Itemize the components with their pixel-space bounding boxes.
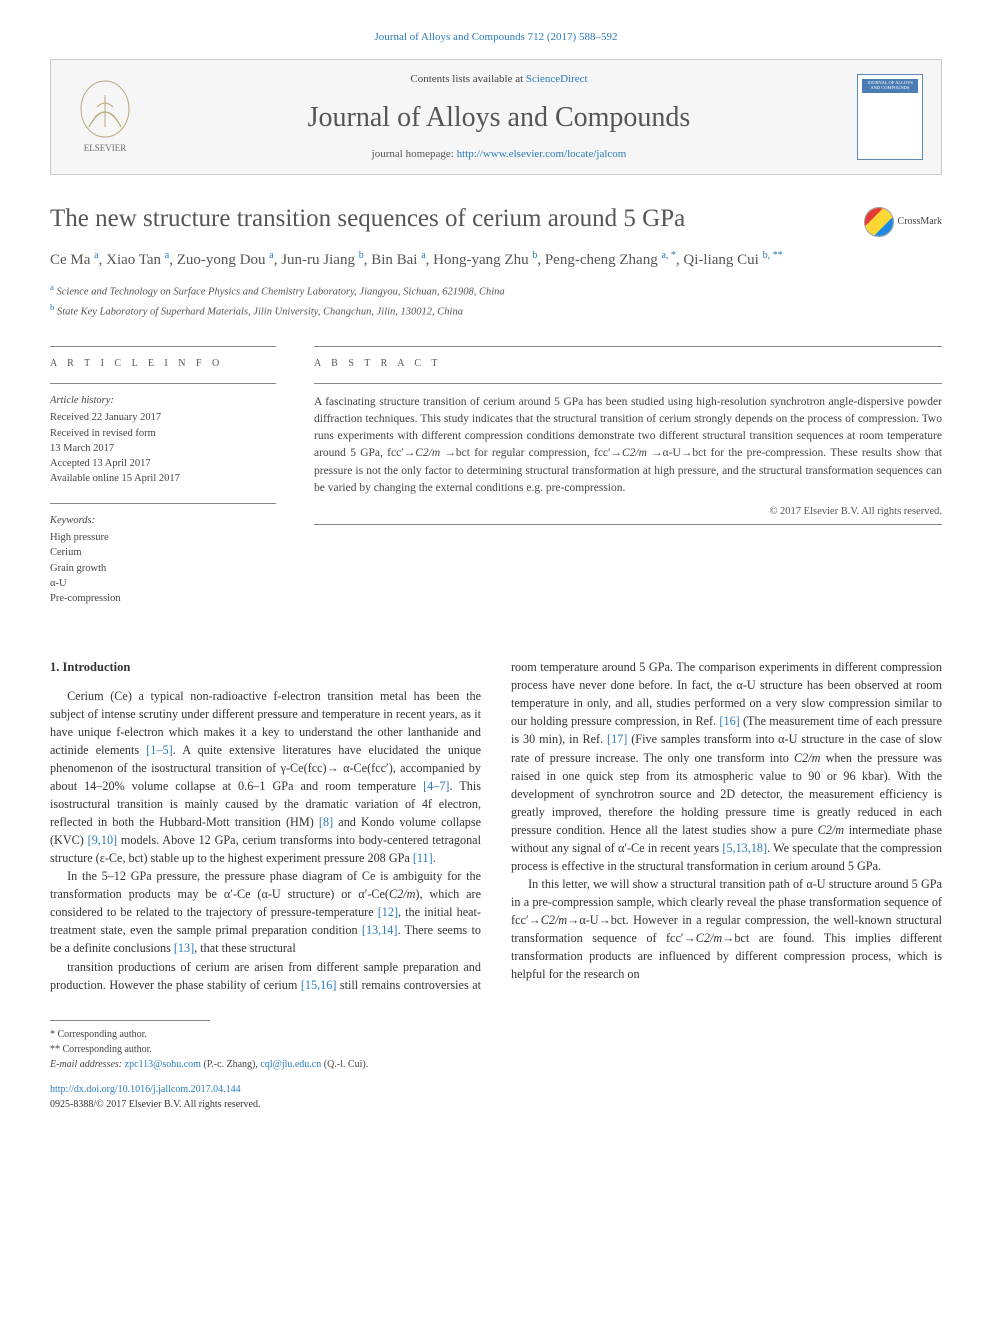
- rule: [314, 383, 942, 384]
- journal-name: Journal of Alloys and Compounds: [159, 98, 839, 137]
- svg-text:ELSEVIER: ELSEVIER: [84, 143, 127, 153]
- abstract-column: A B S T R A C T A fascinating structure …: [314, 342, 942, 623]
- intro-para-1: Cerium (Ce) a typical non-radioactive f-…: [50, 687, 481, 867]
- cover-label: JOURNAL OF ALLOYS AND COMPOUNDS: [864, 81, 916, 91]
- abstract-copyright: © 2017 Elsevier B.V. All rights reserved…: [314, 505, 942, 520]
- article-info-label: A R T I C L E I N F O: [50, 357, 276, 371]
- article-info-column: A R T I C L E I N F O Article history: R…: [50, 342, 276, 623]
- footnotes: * Corresponding author. ** Corresponding…: [50, 1027, 942, 1072]
- citation-line: Journal of Alloys and Compounds 712 (201…: [50, 30, 942, 45]
- rule: [314, 346, 942, 347]
- section-heading-intro: 1. Introduction: [50, 658, 481, 677]
- email-who-1: (P.-c. Zhang),: [201, 1059, 260, 1070]
- history-heading: Article history:: [50, 394, 276, 409]
- header-center: Contents lists available at ScienceDirec…: [159, 72, 839, 162]
- corr-author-1: * Corresponding author.: [50, 1027, 942, 1042]
- rule: [50, 346, 276, 347]
- email-label: E-mail addresses:: [50, 1059, 125, 1070]
- crossmark-label: CrossMark: [898, 215, 942, 229]
- title-row: The new structure transition sequences o…: [50, 203, 942, 237]
- footnote-rule: [50, 1020, 210, 1021]
- article-history: Article history: Received 22 January 201…: [50, 394, 276, 487]
- email-line: E-mail addresses: zpc113@sohu.com (P.-c.…: [50, 1057, 942, 1072]
- article-title: The new structure transition sequences o…: [50, 203, 848, 236]
- intro-para-2: In the 5–12 GPa pressure, the pressure p…: [50, 867, 481, 957]
- keywords-text: High pressureCeriumGrain growthα-UPre-co…: [50, 530, 276, 606]
- abstract-text: A fascinating structure transition of ce…: [314, 394, 942, 498]
- email-link-1[interactable]: zpc113@sohu.com: [125, 1059, 201, 1070]
- keywords-block: Keywords: High pressureCeriumGrain growt…: [50, 514, 276, 607]
- body-text: 1. Introduction Cerium (Ce) a typical no…: [50, 658, 942, 993]
- intro-para-4: In this letter, we will show a structura…: [511, 875, 942, 983]
- rule: [314, 524, 942, 525]
- info-abstract-row: A R T I C L E I N F O Article history: R…: [50, 342, 942, 623]
- affiliation-a: Science and Technology on Surface Physic…: [57, 287, 505, 298]
- contents-prefix: Contents lists available at: [410, 73, 525, 85]
- rule: [50, 503, 276, 504]
- crossmark-icon: [864, 207, 894, 237]
- homepage-prefix: journal homepage:: [372, 148, 457, 160]
- rule: [50, 383, 276, 384]
- abstract-label: A B S T R A C T: [314, 357, 942, 371]
- doi-block: http://dx.doi.org/10.1016/j.jallcom.2017…: [50, 1082, 942, 1112]
- history-text: Received 22 January 2017Received in revi…: [50, 410, 276, 486]
- homepage-line: journal homepage: http://www.elsevier.co…: [159, 147, 839, 162]
- crossmark-badge[interactable]: CrossMark: [864, 207, 942, 237]
- elsevier-logo: ELSEVIER: [69, 77, 141, 157]
- homepage-link[interactable]: http://www.elsevier.com/locate/jalcom: [457, 148, 627, 160]
- issn-line: 0925-8388/© 2017 Elsevier B.V. All right…: [50, 1099, 260, 1110]
- affiliation-b: State Key Laboratory of Superhard Materi…: [57, 306, 463, 317]
- email-who-2: (Q.-l. Cui).: [321, 1059, 368, 1070]
- corr-author-2: ** Corresponding author.: [50, 1042, 942, 1057]
- journal-cover-thumb: JOURNAL OF ALLOYS AND COMPOUNDS: [857, 74, 923, 160]
- authors: Ce Ma a, Xiao Tan a, Zuo-yong Dou a, Jun…: [50, 249, 942, 271]
- doi-link[interactable]: http://dx.doi.org/10.1016/j.jallcom.2017…: [50, 1084, 241, 1095]
- sciencedirect-link[interactable]: ScienceDirect: [526, 73, 588, 85]
- email-link-2[interactable]: cql@jlu.edu.cn: [260, 1059, 321, 1070]
- journal-header: ELSEVIER Contents lists available at Sci…: [50, 59, 942, 175]
- keywords-heading: Keywords:: [50, 514, 276, 529]
- affiliations: a Science and Technology on Surface Phys…: [50, 281, 942, 319]
- contents-line: Contents lists available at ScienceDirec…: [159, 72, 839, 87]
